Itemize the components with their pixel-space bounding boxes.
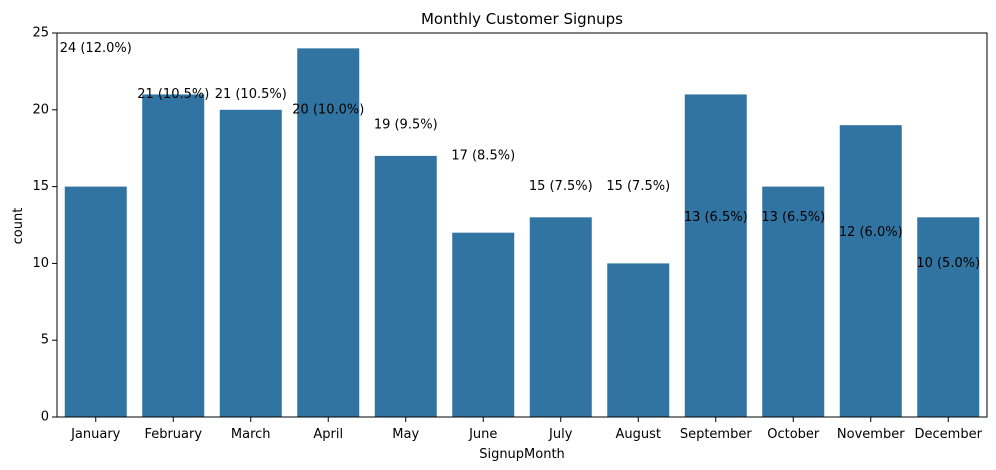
- plot-frame: [56, 32, 988, 418]
- bar-june: [452, 232, 515, 417]
- data-label: 21 (10.5%): [215, 87, 287, 102]
- bar-february: [142, 94, 205, 417]
- bar-october: [762, 186, 825, 417]
- x-tick-label: March: [231, 427, 271, 442]
- bar-january: [64, 186, 127, 417]
- x-tick-label: January: [70, 427, 121, 442]
- bars-group: [64, 48, 980, 418]
- x-tick-label: October: [767, 427, 820, 442]
- x-axis-label: SignupMonth: [479, 447, 565, 462]
- y-tick-label: 5: [41, 333, 49, 348]
- data-label: 19 (9.5%): [374, 118, 438, 133]
- y-tick-label: 20: [32, 102, 49, 117]
- x-tick-label: November: [837, 427, 905, 442]
- bar-december: [917, 217, 980, 417]
- x-tick-label: April: [313, 427, 343, 442]
- y-axis: 0 5 10 15 20 25: [32, 26, 57, 425]
- x-tick-label: August: [616, 427, 662, 442]
- x-tick-label: September: [680, 427, 753, 442]
- y-tick-label: 0: [41, 410, 49, 425]
- data-label: 13 (6.5%): [761, 210, 825, 225]
- bar-september: [684, 94, 747, 417]
- data-labels-group: 24 (12.0%) 21 (10.5%) 21 (10.5%) 20 (10.0%)…: [60, 41, 980, 271]
- bar-july: [529, 217, 592, 417]
- data-label: 17 (8.5%): [451, 148, 515, 163]
- y-tick-label: 25: [32, 26, 49, 41]
- y-tick-label: 10: [32, 256, 49, 271]
- bar-august: [607, 263, 670, 417]
- y-tick-label: 15: [32, 179, 49, 194]
- x-tick-label: December: [915, 427, 983, 442]
- data-label: 15 (7.5%): [606, 179, 670, 194]
- x-tick-label: July: [548, 427, 573, 442]
- data-label: 20 (10.0%): [292, 102, 364, 117]
- chart-title: Monthly Customer Signups: [421, 10, 623, 28]
- data-label: 21 (10.5%): [137, 87, 209, 102]
- bar-march: [219, 109, 282, 418]
- data-label: 10 (5.0%): [916, 256, 980, 271]
- bar-may: [374, 155, 437, 417]
- data-label: 15 (7.5%): [529, 179, 593, 194]
- data-label: 13 (6.5%): [684, 210, 748, 225]
- y-axis-label: count: [11, 208, 26, 245]
- x-axis: January February March April May June July Augu…: [70, 417, 983, 442]
- x-tick-label: February: [144, 427, 202, 442]
- bar-april: [297, 48, 360, 418]
- x-tick-label: May: [392, 427, 419, 442]
- bar-november: [839, 125, 902, 417]
- data-label: 24 (12.0%): [60, 41, 132, 56]
- x-tick-label: June: [468, 427, 497, 442]
- data-label: 12 (6.0%): [839, 225, 903, 240]
